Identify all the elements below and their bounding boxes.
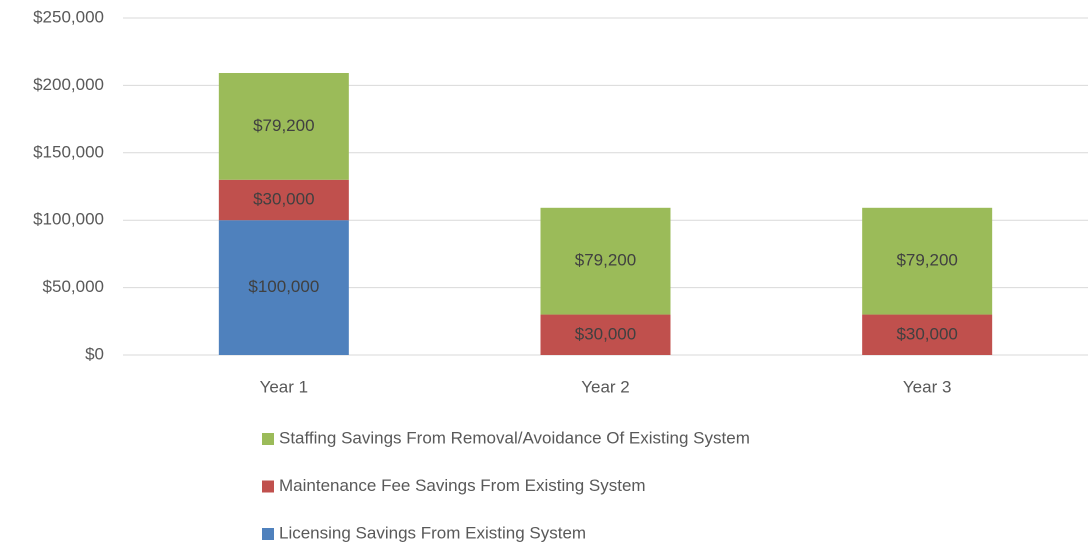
- legend-swatch: [262, 433, 274, 445]
- data-label: $30,000: [575, 324, 636, 343]
- bar-segment: [218, 220, 349, 355]
- legend-label: Staffing Savings From Removal/Avoidance …: [279, 428, 750, 447]
- x-tick-label: Year 3: [903, 377, 952, 396]
- legend-label: Maintenance Fee Savings From Existing Sy…: [279, 476, 646, 495]
- bar-segment: [218, 72, 349, 180]
- bar-segment: [218, 179, 349, 221]
- y-tick-label: $100,000: [33, 210, 104, 229]
- legend-swatch: [262, 480, 274, 493]
- data-label: $79,200: [575, 251, 636, 270]
- y-tick-label: $200,000: [33, 75, 104, 94]
- bar-segment: [862, 207, 993, 315]
- bar-segment: [540, 314, 671, 355]
- data-label: $100,000: [248, 277, 319, 296]
- x-tick-label: Year 2: [581, 377, 630, 396]
- y-tick-label: $150,000: [33, 142, 104, 161]
- y-tick-label: $50,000: [43, 277, 104, 296]
- y-tick-label: $0: [85, 344, 104, 363]
- data-label: $30,000: [253, 189, 314, 208]
- legend-label: Licensing Savings From Existing System: [279, 523, 586, 542]
- data-label: $79,200: [896, 251, 957, 270]
- legend-swatch: [262, 528, 274, 540]
- bar-segment: [862, 314, 993, 355]
- data-label: $79,200: [253, 116, 314, 135]
- data-label: $30,000: [896, 324, 957, 343]
- x-tick-label: Year 1: [260, 377, 309, 396]
- y-tick-label: $250,000: [33, 7, 104, 26]
- bar-segment: [540, 207, 671, 315]
